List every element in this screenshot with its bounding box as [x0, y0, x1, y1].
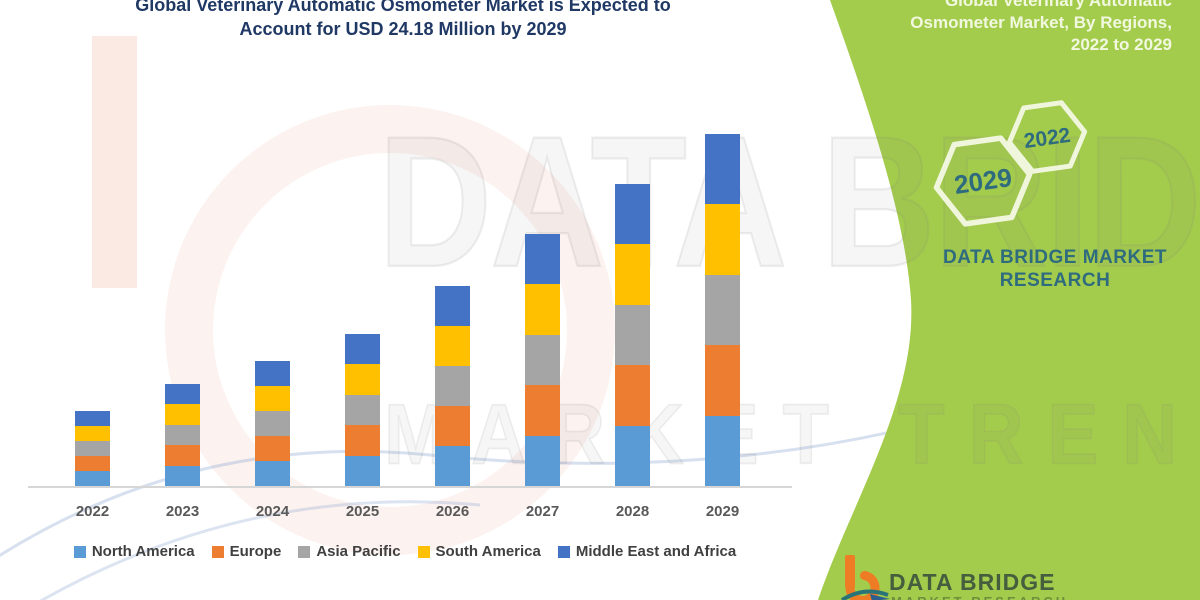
legend: North America Europe Asia Pacific South Ame… — [18, 543, 792, 560]
legend-swatch-icon — [211, 545, 224, 558]
panel-heading-line2: Osmometer Market, By Regions, — [910, 13, 1172, 32]
bar-segment-2027-europe — [525, 385, 560, 436]
chart-title: Global Veterinary Automatic Osmometer Ma… — [20, 0, 786, 41]
bar-segment-2029-middle-east-and-africa — [705, 133, 740, 205]
footer-brand-subtext: MARKET RESEARCH — [891, 594, 1068, 600]
bar-segment-2022-north-america — [75, 470, 110, 486]
hexagon-2029: 2029 — [933, 135, 1033, 227]
bar-2028 — [615, 183, 650, 486]
x-axis-label-2027: 2027 — [525, 503, 560, 520]
panel-heading-line3: 2022 to 2029 — [1070, 35, 1172, 54]
legend-item-middle-east-and-africa: Middle East and Africa — [557, 543, 737, 560]
bar-segment-2029-asia-pacific — [705, 274, 740, 346]
panel-heading-line1: Global Veterinary Automatic — [944, 0, 1172, 10]
bar-2027 — [525, 234, 560, 486]
bar-segment-2022-middle-east-and-africa — [75, 411, 110, 426]
bar-segment-2025-south-america — [345, 364, 380, 395]
legend-item-asia-pacific: Asia Pacific — [298, 543, 401, 560]
legend-item-north-america: North America — [73, 543, 195, 560]
brand-text-line2: RESEARCH — [999, 270, 1111, 291]
x-axis-label-2025: 2025 — [345, 503, 380, 520]
bar-segment-2026-middle-east-and-africa — [435, 285, 470, 326]
bar-segment-2024-europe — [255, 435, 290, 461]
bar-segment-2029-north-america — [705, 415, 740, 486]
legend-swatch-icon — [298, 545, 311, 558]
chart-title-line2: Account for USD 24.18 Million by 2029 — [239, 19, 567, 39]
bar-segment-2027-asia-pacific — [525, 334, 560, 386]
x-axis-label-2023: 2023 — [165, 503, 200, 520]
legend-label: Middle East and Africa — [575, 543, 737, 560]
bar-segment-2026-asia-pacific — [435, 365, 470, 406]
bar-segment-2026-europe — [435, 405, 470, 446]
bar-segment-2023-asia-pacific — [165, 424, 200, 446]
bar-segment-2026-south-america — [435, 325, 470, 366]
bar-segment-2025-north-america — [345, 455, 380, 486]
bar-segment-2023-middle-east-and-africa — [165, 384, 200, 405]
watermark-logo-stem — [92, 36, 137, 288]
bar-segment-2027-south-america — [525, 284, 560, 335]
legend-swatch-icon — [557, 545, 570, 558]
hexagon-2022: 2022 — [1006, 100, 1088, 174]
bar-segment-2023-europe — [165, 445, 200, 466]
legend-swatch-icon — [73, 545, 86, 558]
bar-segment-2027-middle-east-and-africa — [525, 234, 560, 285]
hexagon-year-large: 2029 — [952, 162, 1013, 200]
footer-logo-b-icon — [840, 555, 890, 600]
bar-2025 — [345, 333, 380, 486]
legend-item-south-america: South America — [417, 543, 541, 560]
legend-label: Europe — [229, 543, 282, 560]
x-axis-line — [28, 486, 792, 488]
legend-label: North America — [91, 543, 195, 560]
bar-2026 — [435, 285, 470, 486]
legend-swatch-icon — [417, 545, 430, 558]
x-axis-label-2026: 2026 — [435, 503, 470, 520]
bar-segment-2022-europe — [75, 455, 110, 471]
legend-label: Asia Pacific — [316, 543, 401, 560]
x-axis-label-2028: 2028 — [615, 503, 650, 520]
footer-brand-text: DATA BRIDGE — [889, 569, 1056, 595]
panel-heading: Global Veterinary Automatic Osmometer Ma… — [832, 0, 1172, 56]
legend-item-europe: Europe — [211, 543, 282, 560]
bar-segment-2024-south-america — [255, 385, 290, 411]
x-axis-label-2024: 2024 — [255, 503, 290, 520]
bar-segment-2024-north-america — [255, 460, 290, 486]
bar-segment-2025-middle-east-and-africa — [345, 333, 380, 365]
bar-segment-2024-middle-east-and-africa — [255, 360, 290, 386]
bar-segment-2028-south-america — [615, 244, 650, 305]
bar-segment-2027-north-america — [525, 435, 560, 486]
bar-segment-2025-europe — [345, 425, 380, 456]
brand-text-line1: DATA BRIDGE MARKET — [943, 247, 1167, 268]
bar-segment-2028-north-america — [615, 425, 650, 486]
bar-2022 — [75, 411, 110, 486]
bar-segment-2024-asia-pacific — [255, 410, 290, 436]
bar-segment-2022-south-america — [75, 426, 110, 441]
bar-segment-2022-asia-pacific — [75, 440, 110, 456]
bar-segment-2025-asia-pacific — [345, 394, 380, 426]
chart-title-line1: Global Veterinary Automatic Osmometer Ma… — [135, 0, 671, 15]
bar-segment-2029-south-america — [705, 204, 740, 275]
bar-segment-2023-north-america — [165, 465, 200, 486]
bar-2029 — [705, 133, 740, 486]
bar-segment-2028-middle-east-and-africa — [615, 183, 650, 245]
bar-segment-2026-north-america — [435, 445, 470, 486]
bar-segment-2029-europe — [705, 345, 740, 416]
legend-label: South America — [435, 543, 541, 560]
hexagon-year-small: 2022 — [1022, 124, 1071, 153]
bar-2023 — [165, 384, 200, 486]
x-axis-label-2029: 2029 — [705, 503, 740, 520]
brand-text: DATA BRIDGE MARKET RESEARCH — [920, 246, 1190, 292]
bar-segment-2023-south-america — [165, 404, 200, 425]
bar-segment-2028-asia-pacific — [615, 304, 650, 366]
bar-segment-2028-europe — [615, 365, 650, 426]
x-axis-label-2022: 2022 — [75, 503, 110, 520]
bar-2024 — [255, 360, 290, 486]
